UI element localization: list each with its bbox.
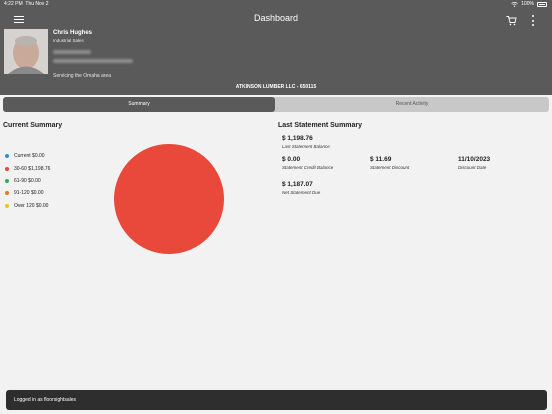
current-summary-title: Current Summary: [3, 122, 63, 129]
battery-percent: 100%: [521, 1, 534, 7]
hamburger-menu-icon[interactable]: [14, 16, 24, 24]
redacted-field: [53, 50, 91, 54]
user-title: Industrial Sales: [53, 38, 84, 43]
redacted-field: [53, 59, 133, 63]
tab-summary[interactable]: Summary: [3, 97, 275, 112]
legend-dot: [5, 178, 9, 183]
chart-legend: Current $0.00 30-60 $1,198.76 61-90 $0.0…: [5, 150, 50, 212]
legend-item: Over 120 $0.00: [5, 200, 50, 212]
tab-bar: Summary Recent Activity: [3, 97, 549, 112]
legend-label: 61-90 $0.00: [14, 177, 41, 184]
discount-value: $ 11.69: [370, 156, 392, 163]
legend-item: 91-120 $0.00: [5, 187, 50, 199]
net-due-value: $ 1,187.07: [282, 181, 313, 188]
servicing-area: Servicing the Omaha area: [53, 73, 112, 79]
legend-item: 61-90 $0.00: [5, 175, 50, 187]
status-right: 100%: [511, 1, 547, 7]
user-name: Chris Hughes: [53, 30, 93, 36]
legend-dot: [5, 154, 9, 159]
last-statement-title: Last Statement Summary: [278, 122, 363, 129]
page-title: Dashboard: [253, 13, 299, 23]
wifi-icon: [511, 1, 518, 7]
legend-label: 91-120 $0.00: [14, 190, 44, 197]
battery-icon: [537, 1, 547, 7]
discount-date-label: Discount Date: [458, 165, 487, 170]
app-header: Dashboard Chris Hughes Industrial Sales …: [0, 9, 552, 95]
avatar: [4, 29, 48, 74]
statement-balance-label: Last Statement Balance: [282, 144, 330, 149]
legend-label: Current $0.00: [14, 153, 45, 160]
legend-label: Over 120 $0.00: [14, 202, 49, 209]
account-name: ATKINSON LUMBER LLC - 650115: [235, 84, 317, 90]
statement-balance-value: $ 1,198.76: [282, 135, 313, 142]
discount-date-value: 11/10/2023: [458, 156, 491, 163]
status-time: 4:22 PM Thu Nov 2: [4, 1, 49, 7]
aging-pie-chart: [114, 144, 224, 254]
login-toast: Logged in as floorsightsales: [6, 390, 547, 410]
legend-label: 30-60 $1,198.76: [14, 165, 51, 172]
legend-dot: [5, 203, 9, 208]
more-options-icon[interactable]: [530, 15, 536, 26]
pie-slice-30-60: [114, 144, 224, 254]
status-bar: 4:22 PM Thu Nov 2 100%: [0, 0, 552, 9]
net-due-label: Net Statement Due: [282, 190, 321, 195]
legend-dot: [5, 191, 9, 196]
legend-item: 30-60 $1,198.76: [5, 162, 50, 174]
credit-balance-value: $ 0.00: [282, 156, 301, 163]
tab-recent-activity[interactable]: Recent Activity: [395, 101, 429, 107]
discount-label: Statement Discount: [370, 165, 410, 170]
legend-item: Current $0.00: [5, 150, 50, 162]
cart-icon[interactable]: [506, 15, 517, 26]
legend-dot: [5, 166, 9, 171]
credit-balance-label: Statement Credit Balance: [282, 165, 334, 170]
